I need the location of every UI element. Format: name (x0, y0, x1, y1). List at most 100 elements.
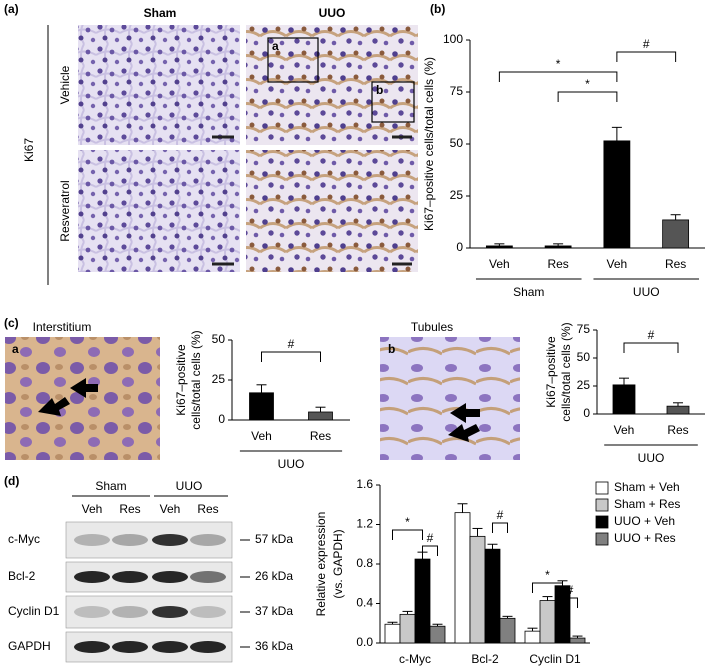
y-tick-label: 0 (583, 406, 590, 420)
blot-band (190, 641, 226, 653)
bar (469, 535, 486, 644)
panel-label: (b) (430, 2, 445, 16)
y-tick-label: 0.4 (356, 596, 373, 610)
bar (662, 219, 690, 249)
marker-label: 26 kDa (255, 569, 293, 583)
significance-bracket (498, 71, 618, 82)
y-axis-label: Ki67–positive (174, 344, 188, 416)
marker-label: 37 kDa (255, 604, 293, 618)
lane-label: Veh (82, 502, 103, 516)
error-bar (619, 377, 629, 385)
x-tick-label: Veh (489, 257, 510, 271)
panel-label: (a) (4, 2, 19, 16)
column-header: Sham (144, 6, 177, 20)
y-tick-label: 50 (577, 350, 591, 364)
y-tick-label: 25 (212, 372, 226, 386)
significance-bracket (562, 597, 578, 608)
legend-label: UUO + Res (614, 531, 676, 545)
error-bar (553, 243, 564, 246)
blot-band (152, 534, 188, 546)
blot-strip (65, 595, 233, 629)
panel-label: (d) (4, 474, 19, 488)
significance-mark: # (497, 508, 504, 522)
blot-band (112, 606, 148, 618)
bar (539, 600, 556, 644)
arrow (38, 397, 70, 416)
lane-label: Res (197, 502, 218, 516)
blot-strip (65, 521, 233, 559)
arrow (450, 403, 480, 423)
micrograph (380, 337, 520, 460)
stain-label: Ki67 (22, 138, 36, 162)
significance-bracket (492, 522, 508, 533)
error-bar (402, 610, 413, 615)
blot-band (190, 606, 226, 618)
bar (429, 625, 446, 644)
bar (499, 617, 516, 644)
image-title: Tubules (411, 320, 453, 334)
y-tick-label: 0.8 (356, 556, 373, 570)
error-bar (670, 214, 681, 220)
blot-band (112, 534, 148, 546)
significance-mark: * (545, 568, 550, 582)
error-bar (457, 503, 468, 513)
y-tick-label: 1.6 (356, 477, 373, 491)
significance-mark: # (567, 583, 574, 597)
significance-bracket (422, 545, 438, 556)
significance-mark: # (427, 531, 434, 545)
image-title: Interstitium (33, 320, 92, 334)
x-tick-label: Cyclin D1 (529, 652, 581, 666)
western-blot: Sham UUO Veh Res Veh Res c-Myc 57 kDa Bcl-2 26 kD… (8, 479, 293, 663)
significance-bracket (616, 51, 677, 62)
inset-label: b (388, 342, 395, 356)
y-axis-label: (vs. GAPDH) (331, 529, 345, 598)
inset-label: a (12, 342, 19, 356)
inset-label: a (272, 39, 279, 53)
error-bar (527, 627, 538, 632)
significance-mark: * (585, 77, 590, 91)
bar (414, 558, 431, 644)
blot-band (112, 571, 148, 583)
bar (524, 630, 541, 644)
y-axis-label: Relative expression (314, 512, 328, 617)
marker-label: 57 kDa (255, 532, 293, 546)
arrow (448, 424, 480, 442)
protein-label: Bcl-2 (8, 569, 36, 583)
y-tick-label: 75 (450, 84, 464, 98)
legend-swatch (595, 481, 609, 495)
y-tick-label: 75 (577, 322, 591, 336)
y-tick-label: 1.2 (356, 517, 373, 531)
error-bar (542, 596, 553, 601)
significance-bracket (532, 582, 563, 593)
y-axis-label: cells/total cells (%) (189, 330, 203, 429)
bar (484, 548, 501, 644)
bar (308, 411, 333, 421)
inset-label: b (376, 83, 383, 97)
blot-band (74, 534, 110, 546)
significance-mark: * (556, 57, 561, 71)
arrow (70, 378, 98, 398)
blot-band (190, 571, 226, 583)
legend-swatch (595, 532, 609, 546)
error-bar (256, 384, 267, 393)
x-tick-label: Res (665, 257, 686, 271)
legend-swatch (595, 498, 609, 512)
protein-label: c-Myc (8, 532, 40, 546)
panel-label: (c) (4, 316, 19, 330)
blot-group: Sham (95, 479, 126, 493)
blot-band (74, 571, 110, 583)
group-label: UUO (633, 285, 660, 299)
x-tick-label: Bcl-2 (471, 652, 499, 666)
micrograph (246, 25, 418, 145)
y-tick-label: 25 (577, 378, 591, 392)
error-bar (487, 543, 498, 550)
blot-band (74, 606, 110, 618)
bar (603, 140, 631, 249)
legend-swatch (595, 515, 609, 529)
y-tick-label: 50 (212, 332, 226, 346)
error-bar (502, 615, 513, 619)
bar (569, 637, 586, 644)
blot-band (152, 571, 188, 583)
row-label: Resveratrol (58, 180, 72, 241)
legend-label: Sham + Veh (614, 480, 680, 494)
